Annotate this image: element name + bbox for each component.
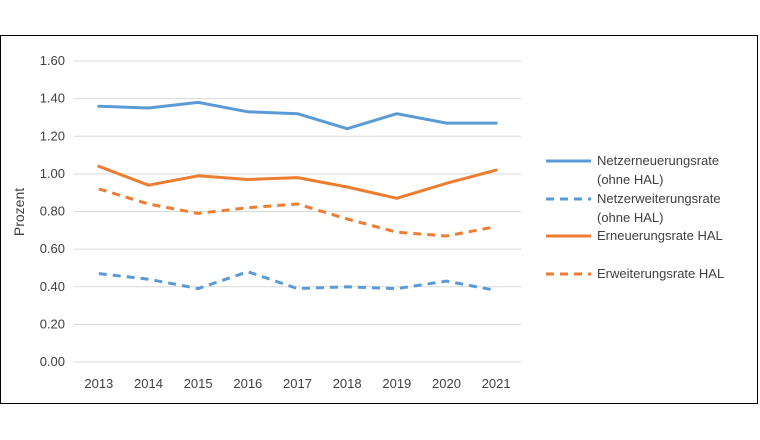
line-chart: 0.00 0.20 0.40 0.60 0.80 1.00 1.20 1.40 1.60 201…	[11, 53, 724, 391]
series-line	[98, 187, 497, 238]
y-tick-label: 1.40	[40, 91, 65, 106]
y-axis-label: Prozent	[11, 188, 27, 236]
x-tick-label: 2018	[333, 376, 362, 391]
series-line	[97, 164, 498, 200]
y-tick-label: 1.00	[40, 166, 65, 181]
y-tick-label: 0.00	[40, 354, 65, 369]
legend-label: Netzerweiterungsrate	[597, 191, 721, 206]
x-tick-label: 2015	[184, 376, 213, 391]
chart-frame: 0.00 0.20 0.40 0.60 0.80 1.00 1.20 1.40 1.60 201…	[0, 35, 758, 404]
series-line	[97, 100, 498, 131]
legend-label: Erneuerungsrate HAL	[597, 228, 723, 243]
legend-label: Erweiterungsrate HAL	[597, 266, 724, 281]
legend-label-line2: (ohne HAL)	[597, 210, 663, 225]
legend-label-line2: (ohne HAL)	[597, 172, 663, 187]
x-tick-label: 2021	[482, 376, 511, 391]
legend: Netzerneuerungsrate (ohne HAL) Netzerweite…	[546, 153, 724, 281]
y-tick-label: 0.80	[40, 204, 65, 219]
x-tick-label: 2020	[432, 376, 461, 391]
y-tick-label: 1.60	[40, 53, 65, 68]
y-tick-labels: 0.00 0.20 0.40 0.60 0.80 1.00 1.20 1.40 1.60	[40, 53, 65, 369]
gridlines	[74, 60, 521, 363]
y-tick-label: 0.60	[40, 241, 65, 256]
x-tick-label: 2016	[233, 376, 262, 391]
series-line	[98, 270, 497, 292]
x-tick-label: 2013	[84, 376, 113, 391]
legend-label: Netzerneuerungsrate	[597, 153, 719, 168]
x-tick-label: 2019	[382, 376, 411, 391]
series-lines	[97, 100, 498, 292]
x-tick-labels: 2013 2014 2015 2016 2017 2018 2019 2020 2021	[84, 376, 510, 391]
y-tick-label: 0.20	[40, 316, 65, 331]
x-tick-label: 2014	[134, 376, 163, 391]
y-tick-label: 0.40	[40, 279, 65, 294]
x-tick-label: 2017	[283, 376, 312, 391]
y-tick-label: 1.20	[40, 128, 65, 143]
